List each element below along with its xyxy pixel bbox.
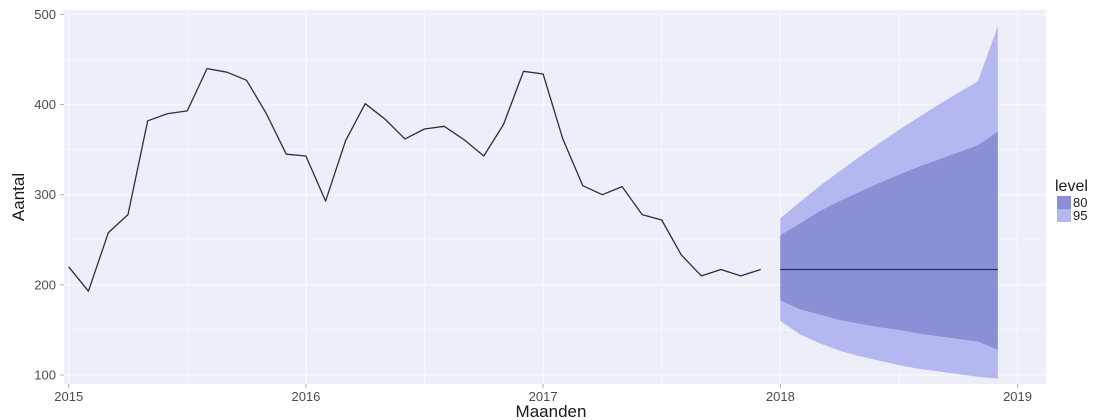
- x-axis-title: Maanden: [516, 402, 587, 420]
- series-lines: [68, 67, 998, 292]
- y-tick-label: 400: [34, 97, 56, 112]
- y-tick-label: 200: [34, 277, 56, 292]
- y-tick-label: 100: [34, 367, 56, 382]
- x-axis-ticks: 2015 2016 2017 2018 2019: [54, 384, 1032, 404]
- y-tick-label: 500: [34, 7, 56, 22]
- legend-key-95: [1057, 209, 1071, 222]
- legend-label-80: 80: [1073, 195, 1087, 210]
- legend-title: level: [1055, 178, 1088, 195]
- x-tick-label: 2015: [54, 389, 83, 404]
- interval-band-80: [780, 131, 998, 350]
- x-tick-label: 2019: [1003, 389, 1032, 404]
- y-axis-title: Aantal: [9, 173, 28, 221]
- y-axis-ticks: 100 200 300 400 500: [34, 7, 64, 382]
- x-tick-label: 2016: [291, 389, 320, 404]
- prediction-intervals: [780, 26, 998, 379]
- x-tick-label: 2018: [766, 389, 795, 404]
- legend-key-80: [1057, 196, 1071, 209]
- x-tick-label: 2017: [529, 389, 558, 404]
- observed-line: [68, 67, 761, 292]
- y-tick-label: 300: [34, 187, 56, 202]
- legend-label-95: 95: [1073, 208, 1087, 223]
